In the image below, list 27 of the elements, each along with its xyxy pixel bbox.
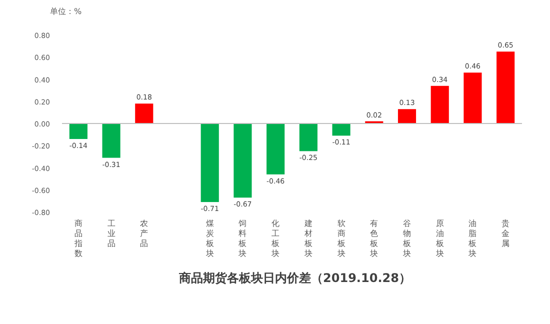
x-tick-label: 油脂板块 — [468, 219, 477, 258]
x-tick-label: 饲料板块 — [238, 219, 247, 258]
x-tick-label: 农产品 — [140, 219, 148, 248]
bar — [69, 124, 88, 139]
x-tick-label: 贵金属 — [502, 219, 510, 248]
x-tick-label: 建材板块 — [303, 219, 312, 258]
x-tick-label: 工业品 — [107, 219, 116, 248]
bar — [299, 124, 318, 152]
x-tick-label: 煤炭板块 — [204, 219, 214, 258]
bar — [464, 72, 482, 124]
x-tick-label: 化工板块 — [270, 219, 280, 258]
bar — [266, 124, 285, 174]
bar — [102, 124, 120, 158]
bar — [135, 104, 154, 124]
x-tick-label: 商品指数 — [73, 219, 82, 258]
bar — [332, 124, 350, 136]
bar — [398, 109, 416, 124]
y-axis-title: 单位：% — [50, 7, 82, 16]
x-tick-label: 谷物板块 — [402, 219, 411, 258]
bar — [430, 86, 449, 124]
x-tick-label: 原油板块 — [434, 219, 444, 258]
bar — [496, 52, 515, 124]
x-tick-label: 软商板块 — [336, 219, 346, 258]
text: 商品期货各板块日内价差（2019.10.28） — [178, 271, 411, 285]
bar — [234, 124, 252, 198]
bar — [200, 124, 219, 202]
x-tick-label: 有色板块 — [369, 219, 378, 258]
